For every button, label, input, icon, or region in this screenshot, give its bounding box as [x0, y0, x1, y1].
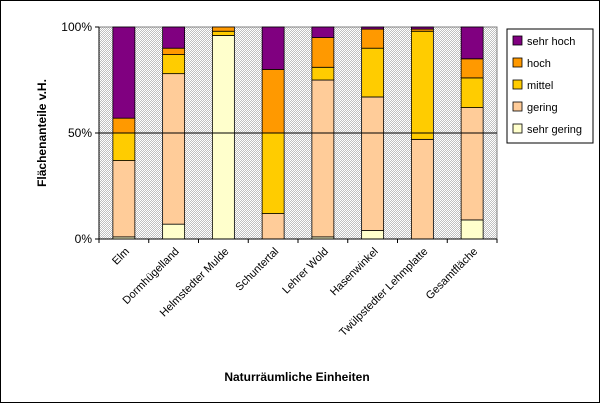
- bar-segment-sehr-gering-8: [460, 219, 484, 240]
- legend-swatch-sehr-gering: [512, 123, 523, 134]
- bar-segment-hoch-6: [361, 28, 385, 49]
- bar-segment-mittel-1: [112, 132, 136, 161]
- bar-segment-mittel-2: [162, 54, 186, 75]
- y-tick-label-0: 0%: [75, 232, 93, 246]
- legend-label-hoch: hoch: [527, 58, 551, 70]
- legend-label-gering: gering: [527, 102, 558, 114]
- bar-segment-hoch-2: [162, 47, 186, 55]
- bar-segment-hoch-4: [261, 69, 285, 134]
- y-axis-title: Flächenanteile v.H.: [35, 79, 49, 187]
- bar-segment-mittel-6: [361, 47, 385, 98]
- legend-label-sehr-hoch: sehr hoch: [527, 36, 575, 48]
- bar-segment-sehr-hoch-8: [460, 26, 484, 60]
- bar-segment-sehr-gering-2: [162, 223, 186, 240]
- bar-segment-hoch-8: [460, 58, 484, 79]
- bar-segment-hoch-1: [112, 117, 136, 134]
- legend-label-mittel: mittel: [527, 80, 553, 92]
- legend-swatch-gering: [512, 101, 523, 112]
- bar-segment-sehr-hoch-4: [261, 26, 285, 70]
- legend-swatch-sehr-hoch: [512, 35, 523, 46]
- x-tick-label-7: Twülpstedter Lehmplatte: [337, 246, 430, 339]
- x-tick-label-1: Elm: [110, 246, 132, 268]
- bar-segment-sehr-hoch-1: [112, 26, 136, 119]
- y-tick-label-100: 100%: [61, 20, 92, 34]
- bar-segment-hoch-3: [211, 26, 235, 32]
- y-tick-label-50: 50%: [68, 126, 92, 140]
- bar-segment-mittel-4: [261, 132, 285, 214]
- bar-segment-gering-5: [311, 79, 335, 238]
- bar-segment-sehr-hoch-7: [410, 26, 434, 30]
- x-tick-label-6: Hasenwinkel: [328, 246, 381, 299]
- bar-segment-mittel-3: [211, 30, 235, 36]
- bar-segment-gering-6: [361, 96, 385, 231]
- x-tick-label-4: Schuntertal: [233, 246, 281, 294]
- x-axis-title: Naturräumliche Einheiten: [224, 370, 369, 384]
- bar-segment-sehr-gering-6: [361, 230, 385, 240]
- legend-swatch-hoch: [512, 57, 523, 68]
- bar-segment-gering-8: [460, 107, 484, 221]
- bar-segment-mittel-8: [460, 77, 484, 108]
- bar-segment-sehr-hoch-6: [361, 26, 385, 30]
- bar-segment-gering-1: [112, 160, 136, 238]
- bar-segment-hoch-5: [311, 37, 335, 68]
- x-tick-label-5: Lehrer Wold: [280, 246, 331, 297]
- bar-segment-sehr-hoch-5: [311, 26, 335, 39]
- bar-segment-mittel-5: [311, 66, 335, 81]
- bar-segment-sehr-gering-3: [211, 35, 235, 240]
- bar-segment-mittel-7: [410, 30, 434, 140]
- bar-segment-sehr-hoch-2: [162, 26, 186, 49]
- bar-segment-gering-2: [162, 73, 186, 225]
- legend-label-sehr-gering: sehr gering: [527, 124, 582, 136]
- bar-segment-gering-7: [410, 138, 434, 240]
- bar-segment-gering-4: [261, 213, 285, 240]
- x-tick-label-8: Gesamtfläche: [424, 246, 480, 302]
- legend-swatch-mittel: [512, 79, 523, 90]
